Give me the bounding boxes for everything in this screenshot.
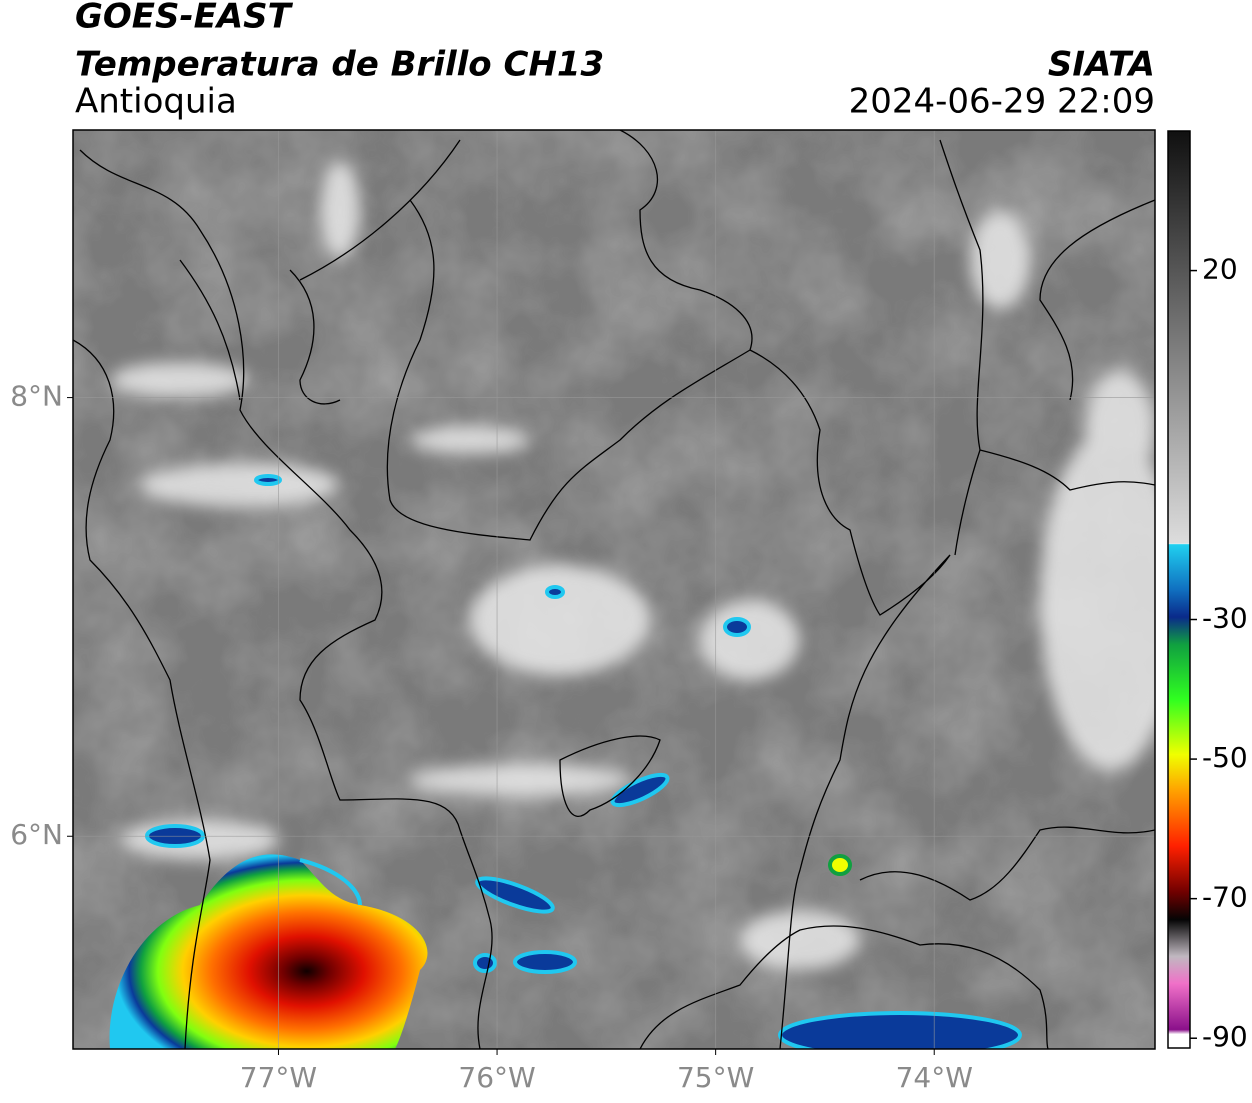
map-frame	[72, 129, 1156, 1050]
colorbar-tick-label: -30	[1202, 602, 1248, 635]
colorbar-tick-label: -70	[1202, 881, 1248, 914]
colorbar	[1167, 130, 1191, 1049]
lon-tick-label: 75°W	[677, 1061, 754, 1094]
colorbar-tick-label: 20	[1202, 253, 1238, 286]
lat-tick-label: 8°N	[10, 380, 63, 413]
colorbar-tick-label: -50	[1202, 741, 1248, 774]
lon-tick-label: 77°W	[240, 1061, 317, 1094]
subtitle: Temperatura de Brillo CH13	[75, 45, 604, 85]
source: SIATA	[1048, 45, 1155, 85]
colorbar-tick-label: -90	[1202, 1020, 1248, 1053]
region: Antioquia	[75, 82, 237, 122]
lon-tick-label: 76°W	[458, 1061, 535, 1094]
title: GOES-EAST	[75, 0, 294, 37]
map-image	[73, 130, 1155, 1049]
graticule	[73, 130, 1155, 1049]
lon-tick-label: 74°W	[896, 1061, 973, 1094]
lat-tick-label: 6°N	[10, 818, 63, 851]
datetime: 2024-06-29 22:09	[849, 82, 1155, 122]
